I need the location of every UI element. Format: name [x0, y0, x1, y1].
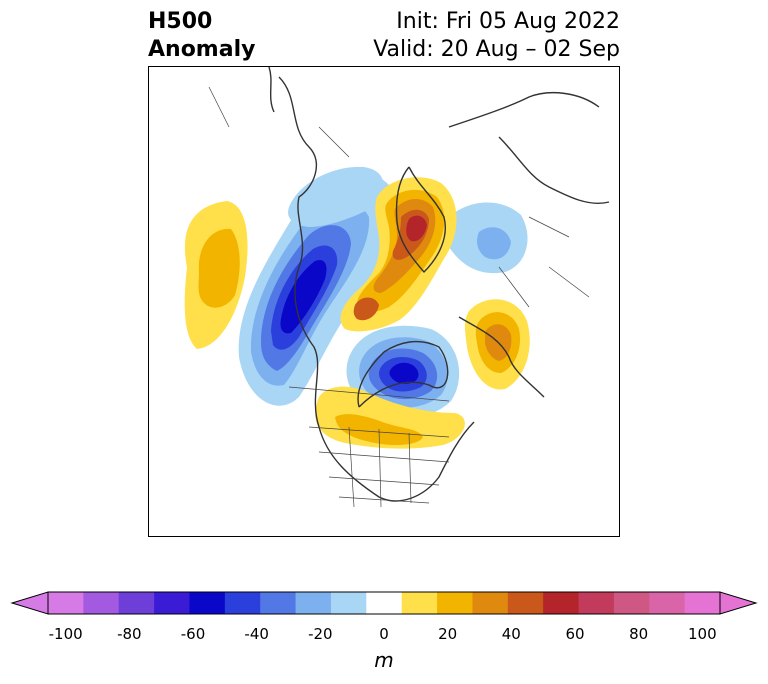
- state-borders: [208, 86, 590, 508]
- colorbar-tick-label: -40: [244, 625, 269, 643]
- colorbar-swatch: [224, 592, 261, 614]
- colorbar-extend-high: [719, 591, 758, 615]
- anomaly-positive-pacific: [184, 201, 248, 349]
- chart-title: H500 Anomaly: [148, 8, 255, 64]
- colorbar-tick-label: -60: [180, 625, 206, 643]
- colorbar-tick-label: 100: [687, 625, 717, 643]
- coastlines: [268, 67, 610, 502]
- title-line1: H500: [148, 9, 213, 34]
- colorbar-tick-label: -20: [308, 625, 333, 643]
- run-info: Init: Fri 05 Aug 2022 Valid: 20 Aug – 02…: [373, 8, 620, 64]
- colorbar-swatch: [83, 592, 120, 614]
- colorbar-tick-label: 80: [629, 625, 649, 643]
- colorbar-border: [47, 591, 721, 615]
- colorbar-unit: m: [374, 648, 394, 672]
- colorbar-extend-low: [10, 591, 49, 615]
- colorbar-swatch: [48, 592, 84, 614]
- map-panel: [148, 66, 620, 537]
- colorbar-swatch: [684, 592, 721, 614]
- colorbar-swatch: [154, 592, 190, 614]
- colorbar-swatch: [472, 592, 509, 614]
- colorbar-swatch: [578, 592, 615, 614]
- init-date: Init: Fri 05 Aug 2022: [396, 9, 620, 34]
- colorbar-swatch: [295, 592, 332, 614]
- colorbar-tick-label: -100: [48, 625, 83, 643]
- colorbar: [10, 591, 758, 615]
- anomaly-negative-west: [238, 174, 392, 406]
- anomaly-positive-arctic: [340, 177, 457, 332]
- colorbar-swatch: [330, 592, 367, 614]
- colorbar-swatch: [613, 592, 650, 614]
- title-line2: Anomaly: [148, 37, 256, 62]
- colorbar-swatch: [118, 592, 155, 614]
- colorbar-swatch: [543, 592, 580, 614]
- colorbar-tick-label: 40: [501, 625, 521, 643]
- colorbar-swatch: [649, 592, 686, 614]
- anomaly-map: [149, 67, 619, 536]
- colorbar-tick-label: -80: [117, 625, 142, 643]
- colorbar-swatch: [507, 592, 544, 614]
- colorbar-swatch: [260, 592, 297, 614]
- valid-range: Valid: 20 Aug – 02 Sep: [373, 37, 620, 62]
- colorbar-tick-label: 20: [438, 625, 458, 643]
- colorbar-swatch: [189, 592, 226, 614]
- colorbar-swatch: [366, 592, 403, 614]
- colorbar-tick-label: 0: [379, 625, 389, 643]
- colorbar-swatch: [401, 592, 438, 614]
- colorbar-tick-label: 60: [565, 625, 585, 643]
- colorbar-swatch: [437, 592, 473, 614]
